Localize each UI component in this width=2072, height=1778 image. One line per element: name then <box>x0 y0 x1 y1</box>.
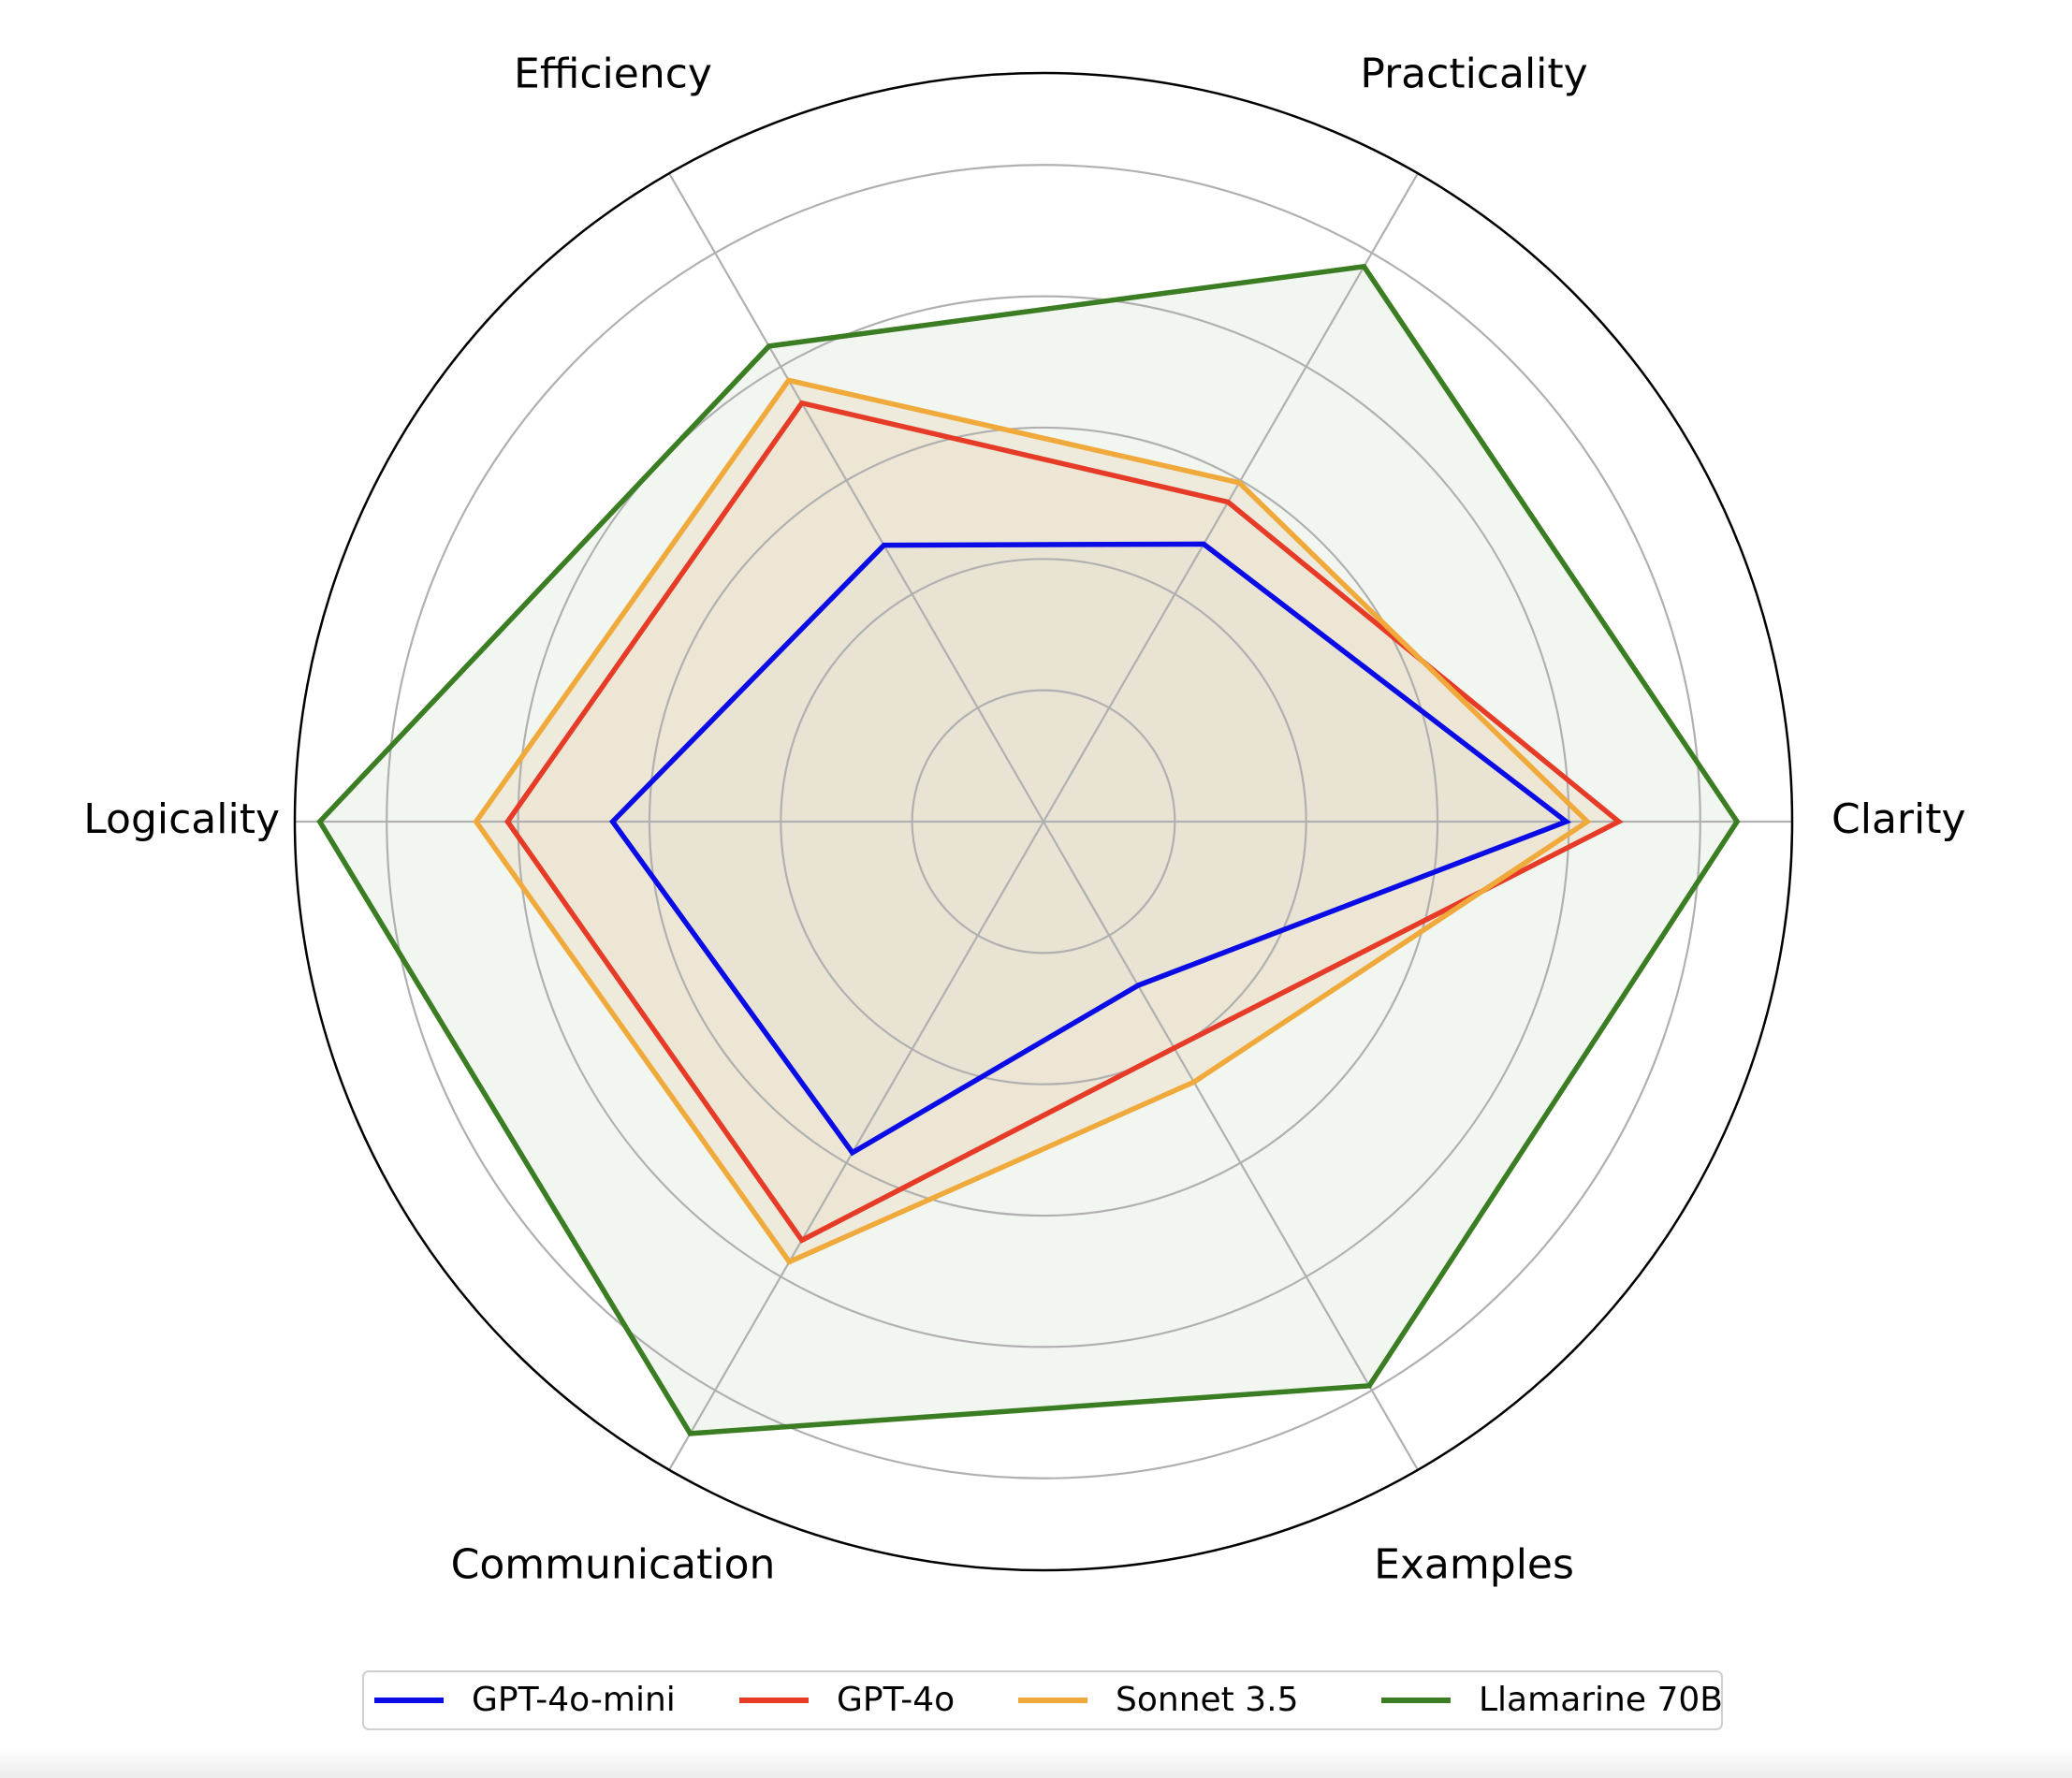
outer-frame <box>293 71 1794 1572</box>
legend-label-3: Llamarine 70B <box>1479 1681 1723 1719</box>
grid-spoke-2 <box>668 172 1044 823</box>
axis-labels: Clarity Practicality Efficiency Logicality C… <box>83 50 1965 1588</box>
series-outlines <box>316 263 1741 1436</box>
axis-label-clarity: Clarity <box>1831 795 1966 843</box>
legend-label-1: GPT-4o <box>837 1681 955 1719</box>
outer-frame-circle <box>293 71 1794 1572</box>
legend-label-2: Sonnet 3.5 <box>1116 1681 1298 1719</box>
series-fill-3 <box>319 266 1738 1434</box>
legend: GPT-4o-mini GPT-4o Sonnet 3.5 Llamarine 70B <box>362 1670 1723 1730</box>
grid-spoke-4 <box>668 821 1044 1471</box>
bottom-shade <box>0 1746 2072 1778</box>
grid-spoke-5 <box>1043 821 1419 1471</box>
axis-label-examples: Examples <box>1374 1541 1574 1589</box>
axis-label-practicality: Practicality <box>1360 50 1587 97</box>
axis-label-efficiency: Efficiency <box>514 50 712 97</box>
series-fills <box>319 266 1738 1434</box>
polar-grid <box>295 164 1792 1479</box>
axis-label-logicality: Logicality <box>83 795 280 843</box>
legend-label-0: GPT-4o-mini <box>472 1681 676 1719</box>
axis-label-communication: Communication <box>451 1541 776 1589</box>
grid-spoke-1 <box>1043 172 1419 823</box>
